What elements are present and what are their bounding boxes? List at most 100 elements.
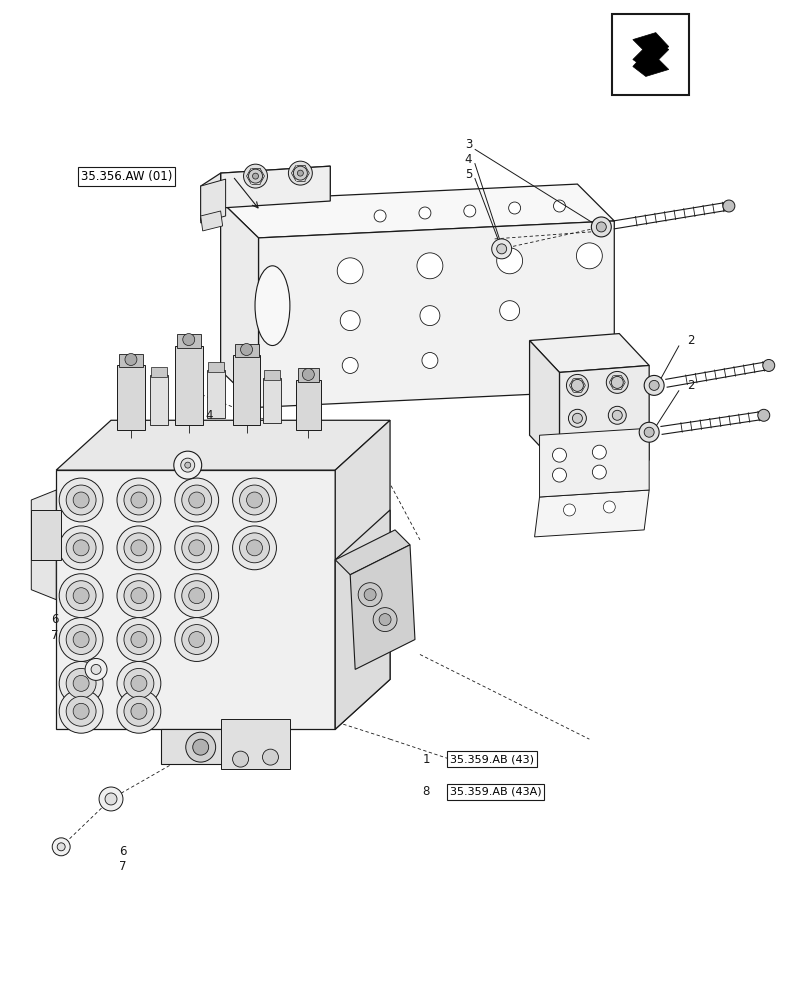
Polygon shape (221, 166, 330, 208)
Polygon shape (32, 510, 61, 560)
Polygon shape (350, 545, 414, 669)
Bar (232, 355, 260, 425)
Bar (296, 380, 321, 430)
Circle shape (592, 465, 606, 479)
Circle shape (239, 533, 269, 563)
Circle shape (174, 574, 218, 618)
Bar (298, 368, 319, 382)
Polygon shape (335, 420, 389, 729)
Text: 7: 7 (119, 860, 127, 873)
Polygon shape (200, 173, 221, 221)
Bar (263, 378, 281, 423)
Circle shape (232, 526, 276, 570)
Circle shape (611, 410, 621, 420)
Circle shape (66, 485, 96, 515)
Polygon shape (200, 179, 225, 223)
Circle shape (247, 492, 262, 508)
Text: 35.356.AW (01): 35.356.AW (01) (81, 170, 172, 183)
Polygon shape (559, 365, 648, 467)
Circle shape (551, 468, 566, 482)
Circle shape (117, 689, 161, 733)
Text: 35.359.AB (43A): 35.359.AB (43A) (449, 787, 541, 797)
Circle shape (117, 478, 161, 522)
Circle shape (372, 608, 397, 632)
Circle shape (418, 207, 431, 219)
Bar (177, 334, 200, 348)
Circle shape (551, 448, 566, 462)
Circle shape (124, 625, 153, 654)
Polygon shape (221, 719, 290, 769)
Circle shape (174, 451, 201, 479)
Circle shape (174, 478, 218, 522)
Polygon shape (200, 211, 222, 231)
Circle shape (496, 248, 522, 274)
Circle shape (240, 344, 252, 355)
Circle shape (188, 588, 204, 604)
Polygon shape (529, 341, 559, 467)
Circle shape (131, 703, 147, 719)
Circle shape (297, 170, 303, 176)
Circle shape (572, 413, 581, 423)
Circle shape (417, 253, 442, 279)
Bar (151, 367, 166, 377)
Circle shape (117, 526, 161, 570)
Circle shape (188, 632, 204, 647)
Text: 3: 3 (464, 138, 471, 151)
Circle shape (182, 533, 212, 563)
Polygon shape (335, 510, 389, 729)
Polygon shape (221, 166, 330, 201)
Polygon shape (161, 729, 240, 764)
Polygon shape (632, 33, 668, 68)
Circle shape (85, 658, 107, 680)
Circle shape (59, 478, 103, 522)
Circle shape (463, 205, 475, 217)
Text: 6: 6 (119, 845, 127, 858)
Polygon shape (221, 201, 258, 407)
Circle shape (422, 353, 437, 368)
Bar (119, 354, 143, 367)
Polygon shape (56, 470, 335, 729)
Circle shape (131, 540, 147, 556)
Circle shape (293, 166, 307, 180)
Circle shape (73, 492, 89, 508)
Circle shape (499, 301, 519, 321)
Circle shape (66, 696, 96, 726)
Circle shape (131, 588, 147, 604)
Circle shape (52, 838, 70, 856)
Circle shape (603, 501, 615, 513)
Circle shape (248, 169, 262, 183)
Bar (150, 375, 168, 425)
Circle shape (571, 379, 582, 391)
Text: 5: 5 (464, 168, 471, 181)
Bar (117, 365, 144, 430)
Circle shape (638, 422, 659, 442)
Circle shape (508, 202, 520, 214)
Polygon shape (632, 41, 668, 76)
Text: 1: 1 (422, 753, 429, 766)
Ellipse shape (255, 266, 290, 346)
Circle shape (252, 173, 258, 179)
Circle shape (302, 368, 314, 380)
Polygon shape (539, 428, 648, 497)
Circle shape (243, 164, 267, 188)
Circle shape (117, 661, 161, 705)
Circle shape (337, 258, 363, 284)
Circle shape (124, 533, 153, 563)
Circle shape (363, 589, 375, 601)
Polygon shape (56, 420, 389, 470)
Circle shape (124, 485, 153, 515)
Circle shape (496, 244, 506, 254)
Bar (264, 370, 280, 380)
Text: 8: 8 (422, 785, 429, 798)
Circle shape (192, 739, 208, 755)
Polygon shape (335, 530, 410, 575)
Text: 7: 7 (51, 629, 58, 642)
Circle shape (186, 732, 216, 762)
Circle shape (262, 749, 278, 765)
Circle shape (419, 306, 440, 326)
Circle shape (59, 526, 103, 570)
Text: 2: 2 (686, 379, 693, 392)
Circle shape (643, 427, 654, 437)
Circle shape (124, 696, 153, 726)
Circle shape (182, 625, 212, 654)
